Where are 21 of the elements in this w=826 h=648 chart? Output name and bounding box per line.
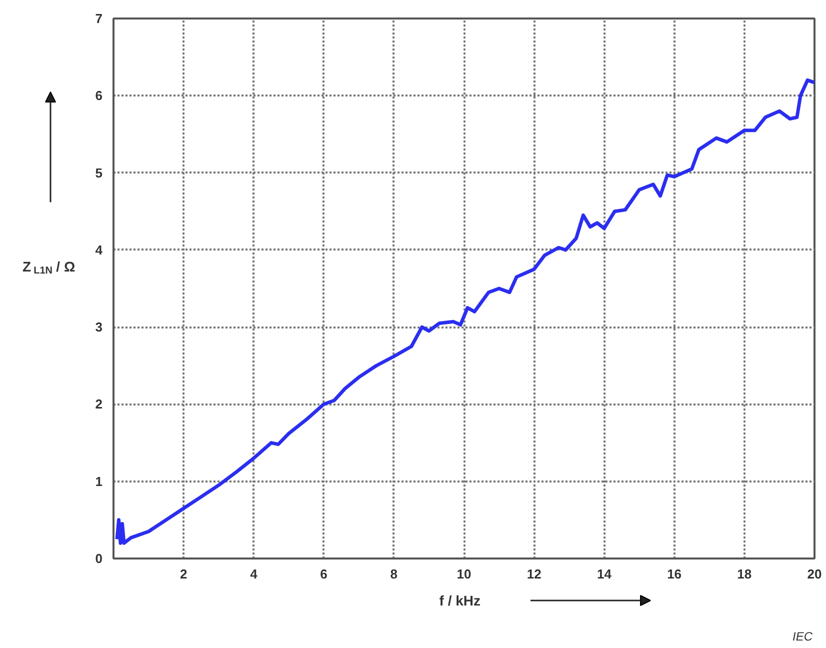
x-tick-label: 20	[807, 566, 822, 582]
x-axis-title: f / kHz	[439, 592, 481, 608]
y-tick-label: 4	[95, 242, 104, 258]
y-tick-label: 2	[95, 396, 103, 412]
y-tick-label: 5	[95, 165, 103, 180]
x-tick-label: 10	[456, 566, 472, 582]
x-tick-label: 16	[667, 566, 682, 582]
y-tick-label: 6	[95, 88, 103, 104]
text: IEC	[792, 630, 813, 644]
x-tick-label: 8	[390, 566, 398, 582]
y-tick-label: 1	[95, 474, 103, 489]
x-tick-label: 4	[250, 566, 258, 582]
y-tick-label: 0	[95, 551, 103, 566]
y-tick-label: 3	[95, 320, 103, 335]
x-tick-label: 18	[737, 566, 752, 582]
x-tick-label: 6	[320, 566, 328, 582]
y-tick-label: 7	[95, 11, 103, 26]
x-tick-label: 14	[596, 566, 612, 582]
line-series	[115, 78, 814, 545]
x-tick-label: 2	[180, 566, 188, 582]
x-tick-label: 12	[526, 566, 542, 582]
